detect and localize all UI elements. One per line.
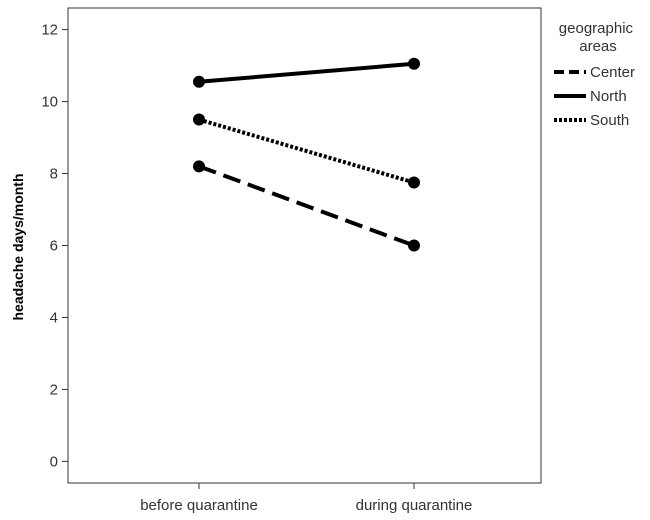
y-tick-label: 0 [50, 453, 58, 470]
x-tick-label: before quarantine [140, 497, 258, 514]
series-line-north [198, 61, 415, 84]
legend: geographic areas Center North South [554, 20, 637, 129]
series-layer [193, 57, 420, 252]
legend-label-center: Center [590, 64, 635, 81]
data-point-center [193, 160, 205, 173]
data-point-center [408, 239, 420, 252]
y-axis: 0 2 4 6 8 10 12 [41, 22, 68, 470]
x-tick-label: during quarantine [356, 497, 473, 514]
plot-frame [67, 7, 542, 484]
data-point-south [408, 176, 420, 189]
y-axis-title: headache days/month [10, 173, 26, 320]
legend-items: Center North South [554, 64, 635, 129]
y-tick-label: 2 [50, 381, 58, 398]
series-line-south [198, 117, 415, 185]
y-tick-label: 8 [50, 166, 58, 183]
y-tick-label: 10 [41, 94, 58, 111]
data-point-south [193, 113, 205, 126]
data-point-north [408, 57, 420, 70]
series-north [193, 57, 420, 88]
y-tick-label: 6 [50, 238, 58, 255]
series-line-center [198, 164, 415, 248]
legend-item-north: North [554, 88, 627, 105]
legend-label-south: South [590, 112, 629, 129]
legend-title-line-2: areas [579, 38, 617, 55]
x-axis: before quarantine during quarantine [140, 483, 472, 514]
data-point-north [193, 75, 205, 88]
legend-label-north: North [590, 88, 627, 105]
y-tick-label: 12 [41, 22, 58, 39]
legend-title-line-1: geographic [559, 20, 634, 37]
series-south [193, 113, 420, 189]
series-center [193, 160, 420, 252]
legend-item-south: South [554, 112, 629, 129]
y-tick-label: 4 [50, 309, 58, 326]
legend-item-center: Center [554, 64, 635, 81]
legend-title: geographic areas [559, 20, 637, 55]
